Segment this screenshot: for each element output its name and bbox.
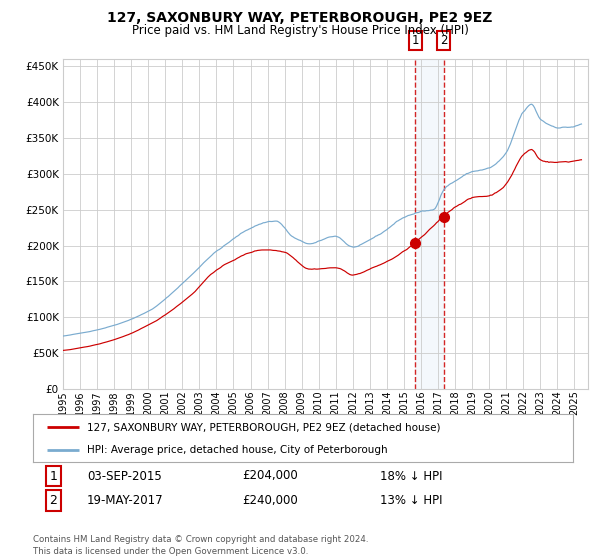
Text: 03-SEP-2015: 03-SEP-2015 (88, 469, 162, 483)
Bar (415, 59, 443, 389)
Text: 19-MAY-2017: 19-MAY-2017 (86, 494, 163, 507)
Text: 127, SAXONBURY WAY, PETERBOROUGH, PE2 9EZ: 127, SAXONBURY WAY, PETERBOROUGH, PE2 9E… (107, 11, 493, 25)
Text: Price paid vs. HM Land Registry's House Price Index (HPI): Price paid vs. HM Land Registry's House … (131, 24, 469, 36)
Text: 18% ↓ HPI: 18% ↓ HPI (380, 469, 442, 483)
Text: 127, SAXONBURY WAY, PETERBOROUGH, PE2 9EZ (detached house): 127, SAXONBURY WAY, PETERBOROUGH, PE2 9E… (87, 422, 440, 432)
Text: 1: 1 (412, 34, 419, 47)
Text: 2: 2 (440, 34, 448, 47)
Text: 13% ↓ HPI: 13% ↓ HPI (380, 494, 442, 507)
Text: 2: 2 (50, 494, 58, 507)
Text: £204,000: £204,000 (243, 469, 298, 483)
Text: HPI: Average price, detached house, City of Peterborough: HPI: Average price, detached house, City… (87, 445, 388, 455)
Text: 1: 1 (50, 469, 58, 483)
Text: £240,000: £240,000 (243, 494, 298, 507)
Text: Contains HM Land Registry data © Crown copyright and database right 2024.
This d: Contains HM Land Registry data © Crown c… (33, 535, 368, 556)
